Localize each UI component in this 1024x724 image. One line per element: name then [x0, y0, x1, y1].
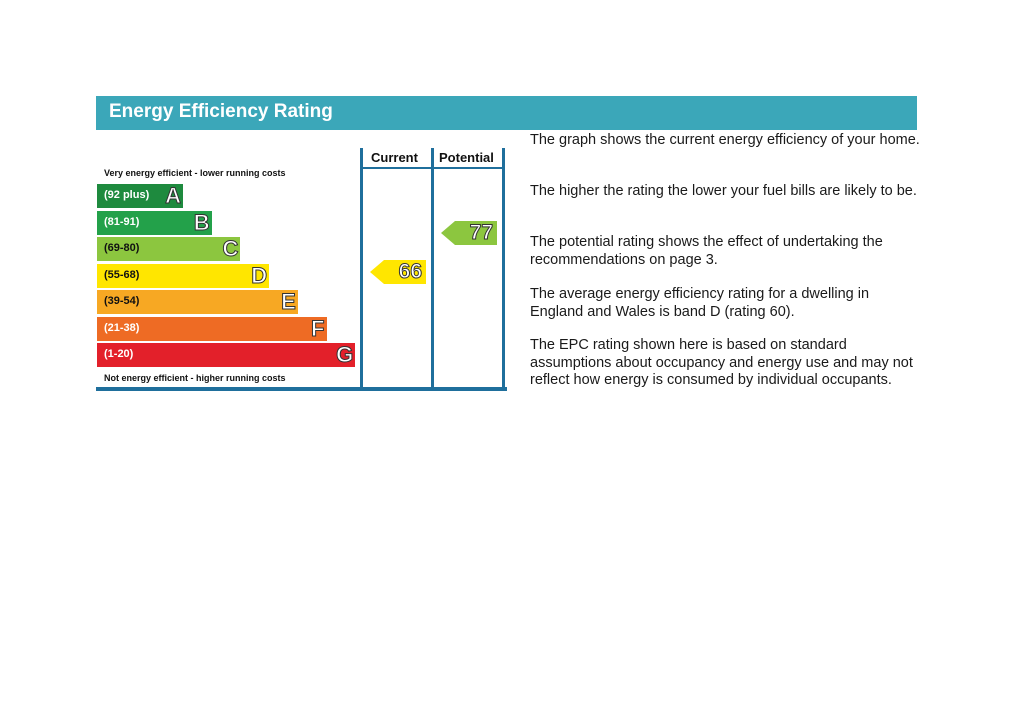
band-letter: G [336, 342, 354, 367]
column-header-divider [360, 167, 505, 169]
band-letter: E [281, 289, 297, 314]
band-range-label: (1-20) [104, 348, 134, 360]
band-range-label: (69-80) [104, 242, 140, 254]
band-e: (39-54) E [97, 289, 298, 314]
band-a: (92 plus) A [97, 183, 183, 208]
current-rating-value: 66 [398, 259, 422, 283]
band-range-label: (21-38) [104, 321, 140, 334]
paragraph-3: The potential rating shows the effect of… [530, 234, 883, 268]
current-rating-arrow: 66 [370, 259, 426, 284]
bottom-caption: Not energy efficient - higher running co… [104, 373, 286, 383]
chart-bottom-border [96, 387, 507, 391]
band-range-label: (92 plus) [104, 189, 150, 201]
band-letter: B [193, 209, 210, 235]
potential-column-right-border [502, 148, 505, 391]
band-letter: D [251, 262, 268, 288]
paragraph-2: The higher the rating the lower your fue… [530, 183, 917, 199]
band-range-label: (55-68) [104, 268, 140, 281]
top-caption: Very energy efficient - lower running co… [104, 168, 286, 178]
page-title: Energy Efficiency Rating [109, 101, 333, 122]
current-column-left-border [360, 148, 363, 391]
potential-column-header: Potential [439, 150, 494, 165]
potential-rating-value: 77 [469, 221, 493, 245]
band-letter: F [311, 315, 325, 341]
paragraph-1: The graph shows the current energy effic… [530, 132, 920, 148]
band-range-label: (81-91) [104, 215, 140, 228]
paragraph-5: The EPC rating shown here is based on st… [530, 337, 913, 388]
energy-rating-chart: Current Potential Very energy efficient … [96, 148, 507, 392]
current-column-right-border [431, 148, 434, 391]
band-f: (21-38) F [97, 315, 327, 341]
band-letter: A [165, 183, 182, 208]
band-b: (81-91) B [97, 209, 212, 235]
potential-rating-arrow: 77 [441, 221, 497, 245]
band-letter: C [222, 236, 239, 261]
band-c: (69-80) C [97, 236, 241, 261]
title-bar: Energy Efficiency Rating [96, 96, 917, 130]
band-d: (55-68) D [97, 262, 270, 288]
band-range-label: (39-54) [104, 295, 140, 307]
paragraph-4: The average energy efficiency rating for… [530, 286, 870, 320]
current-column-header: Current [371, 150, 418, 165]
band-g: (1-20) G [97, 342, 356, 367]
